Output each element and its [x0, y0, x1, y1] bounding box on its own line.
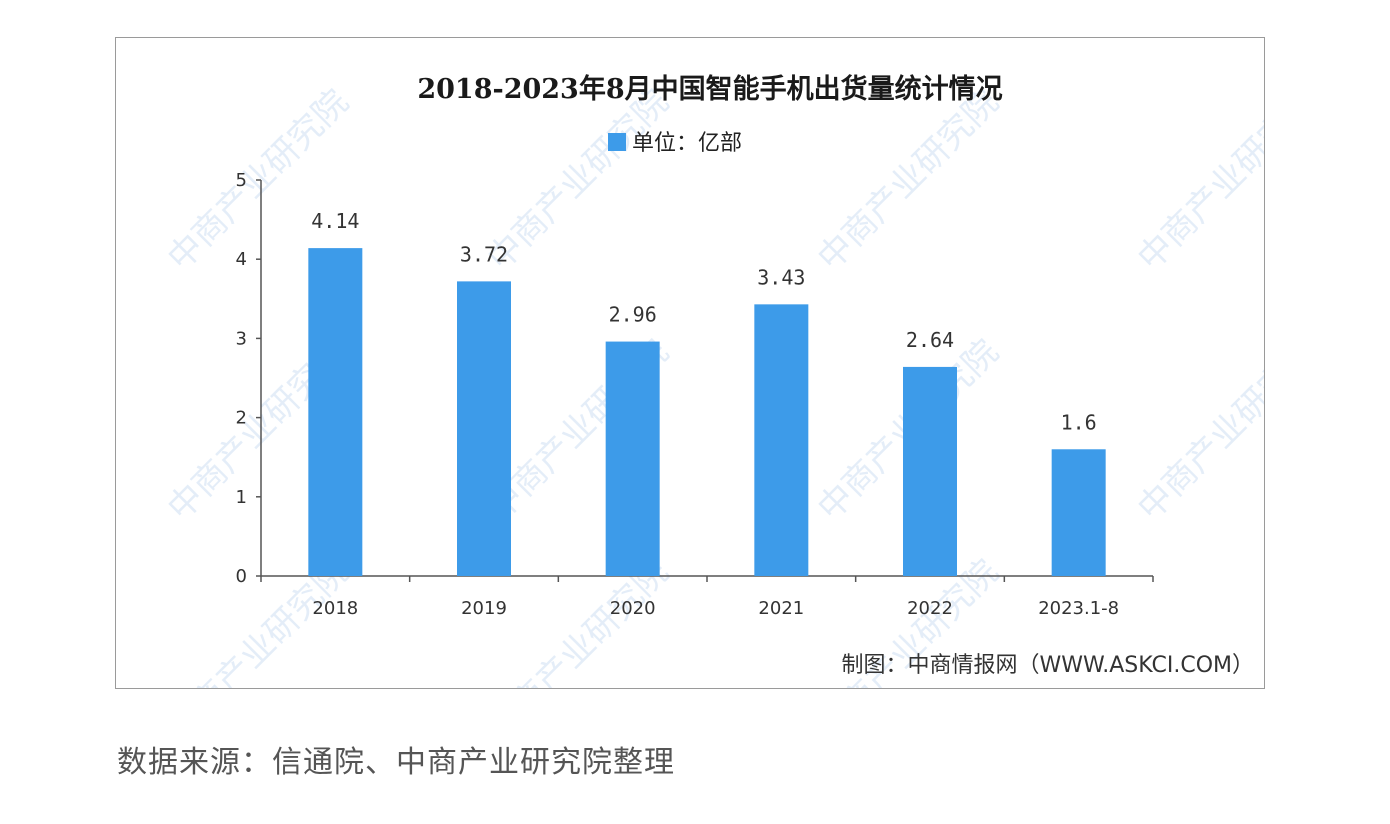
bar [1051, 449, 1106, 576]
x-tick-label: 2019 [461, 598, 507, 619]
y-tick-label: 3 [236, 328, 247, 349]
x-tick-label: 2021 [758, 598, 804, 619]
source-note: 数据来源：信通院、中商产业研究院整理 [117, 745, 675, 780]
x-tick-label: 2022 [907, 598, 953, 619]
bar [308, 248, 363, 576]
bar [903, 366, 957, 576]
chart-credit: 制图：中商情报网（WWW.ASKCI.COM） [842, 653, 1254, 678]
data-labels: 4.14 2018 3.72 2019 2.96 2020 3.43 2021 2.64 2022… [311, 209, 1119, 619]
x-tick-label: 2023.1-8 [1038, 598, 1119, 619]
data-label: 4.14 [311, 209, 359, 233]
y-tick-label: 0 [236, 566, 247, 587]
legend-swatch [608, 133, 626, 151]
data-label: 3.72 [460, 242, 508, 266]
bar [457, 281, 511, 576]
watermark-text: 中商产业研究院 [1130, 82, 1264, 279]
y-tick-label: 4 [236, 249, 247, 270]
chart-frame: 中商产业研究院 中商产业研究院 中商产业研究院 中商产业研究院 中商产业研究院 中商产业研… [115, 37, 1265, 689]
data-label: 3.43 [757, 265, 805, 289]
y-tick-label: 1 [236, 487, 247, 508]
x-tick-label: 2020 [610, 598, 656, 619]
bars [308, 248, 1106, 576]
bar [754, 304, 809, 576]
data-label: 2.64 [906, 328, 954, 352]
data-label: 2.96 [609, 303, 657, 327]
bar [605, 341, 660, 576]
y-tick-label: 2 [236, 408, 247, 429]
watermark-text: 中商产业研究院 [810, 82, 1007, 279]
watermark-text: 中商产业研究院 [1130, 332, 1264, 529]
watermark-text: 中商产业研究院 [480, 82, 677, 279]
chart-title: 2018-2023年8月中国智能手机出货量统计情况 [417, 73, 1002, 105]
y-tick-label: 5 [236, 170, 247, 191]
data-label: 1.6 [1061, 410, 1097, 434]
x-tick-label: 2018 [312, 598, 358, 619]
axes: 0 1 2 3 4 5 [236, 170, 1154, 587]
legend-label: 单位：亿部 [632, 131, 742, 156]
